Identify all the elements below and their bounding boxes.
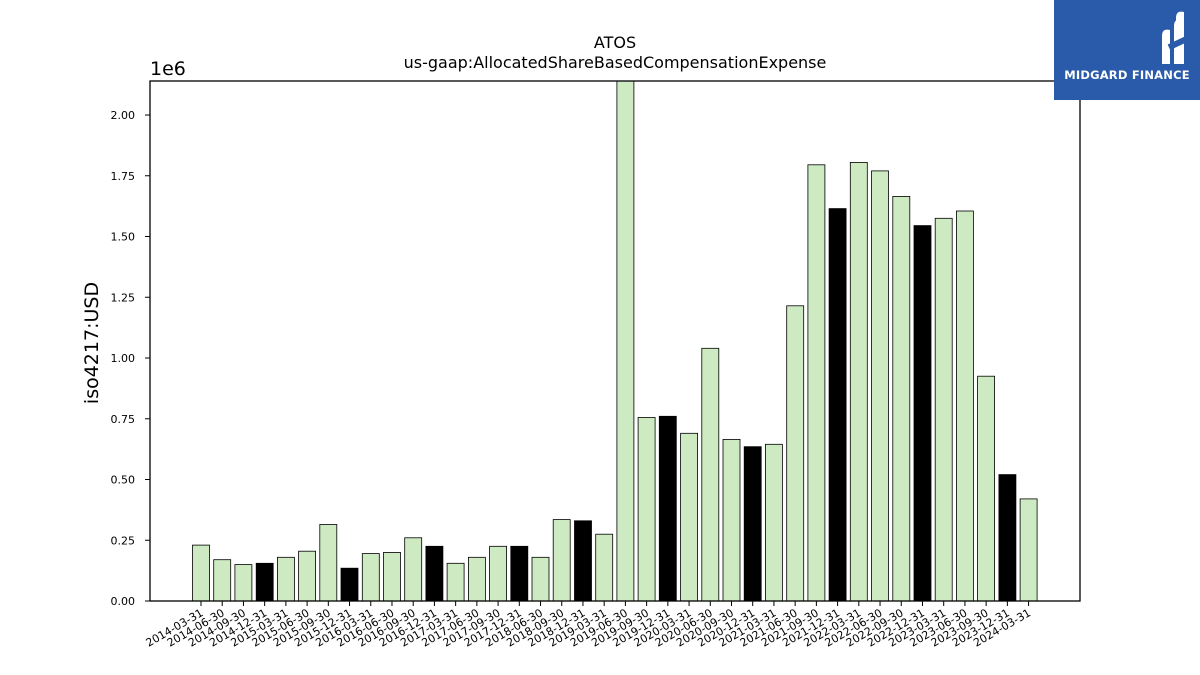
bar-2016-06-30 [383, 552, 401, 602]
y-tick-label: 0.00 [111, 595, 136, 608]
bar-2020-09-30 [722, 438, 741, 602]
y-tick-label: 0.75 [111, 413, 136, 426]
logo-text: MIDGARD FINANCE [1064, 68, 1190, 82]
bar-2020-12-31 [743, 446, 762, 602]
y-tick-label: 2.00 [111, 109, 136, 122]
plot-frame [149, 80, 1081, 602]
bar-2017-09-30 [489, 545, 508, 602]
bar-2022-09-30 [892, 195, 911, 602]
bar-2023-12-31 [998, 474, 1017, 602]
bar-2016-12-31 [425, 545, 444, 602]
bar-2015-12-31 [340, 567, 359, 602]
midgard-logo-icon [1162, 11, 1189, 65]
bar-2018-06-30 [531, 556, 550, 602]
x-axis-ticks: 2014-03-312014-06-302014-09-302014-12-31… [144, 601, 1033, 650]
bar-2022-06-30 [871, 170, 889, 602]
bar-2020-03-31 [680, 432, 698, 602]
y-tick-label: 1.25 [111, 291, 136, 304]
bar-2019-03-31 [595, 533, 614, 602]
bar-2021-03-31 [765, 443, 783, 602]
bar-2015-06-30 [298, 550, 317, 602]
y-tick-label: 1.50 [111, 231, 136, 244]
y-axis-label: iso4217:USD [81, 282, 103, 404]
bar-2022-03-31 [849, 161, 868, 602]
bar-2020-06-30 [701, 347, 720, 602]
bar-2016-09-30 [404, 537, 423, 602]
midgard-finance-logo: MIDGARD FINANCE [1054, 0, 1200, 100]
bar-2019-09-30 [637, 417, 656, 602]
y-scale-label: 1e6 [150, 58, 186, 80]
bar-2024-03-31 [1019, 498, 1038, 602]
bar-2021-09-30 [807, 164, 826, 602]
y-tick-label: 1.75 [111, 170, 136, 183]
bar-2022-12-31 [913, 225, 932, 602]
bar-2014-12-31 [255, 562, 274, 602]
y-tick-label: 0.25 [111, 534, 136, 547]
bar-2014-09-30 [234, 564, 253, 602]
y-tick-label: 1.00 [111, 352, 136, 365]
bar-2014-03-31 [192, 544, 210, 602]
bars-group [192, 80, 1038, 602]
y-axis-ticks: 0.00 0.25 0.50 0.75 1.00 1.25 1.50 1.75 2.00 [111, 109, 150, 608]
bar-2016-03-31 [361, 553, 380, 602]
bar-2023-03-31 [934, 217, 953, 602]
bar-2018-09-30 [552, 519, 571, 602]
bar-2023-09-30 [977, 375, 995, 602]
bar-2019-06-30 [616, 80, 635, 602]
bar-2014-06-30 [213, 559, 232, 602]
bar-2015-03-31 [276, 556, 295, 602]
bar-2015-09-30 [319, 524, 338, 602]
bar-2017-06-30 [467, 556, 486, 602]
bar-2023-06-30 [956, 210, 974, 602]
bar-2019-12-31 [658, 415, 677, 602]
bar-2021-06-30 [786, 305, 805, 602]
y-tick-label: 0.50 [111, 474, 136, 487]
chart-title: ATOS [594, 33, 636, 52]
bar-2018-12-31 [574, 520, 592, 602]
bar-2021-12-31 [828, 208, 847, 602]
bar-2017-12-31 [510, 545, 529, 602]
bar-2017-03-31 [446, 562, 465, 602]
chart-subtitle: us-gaap:AllocatedShareBasedCompensationE… [404, 53, 827, 72]
